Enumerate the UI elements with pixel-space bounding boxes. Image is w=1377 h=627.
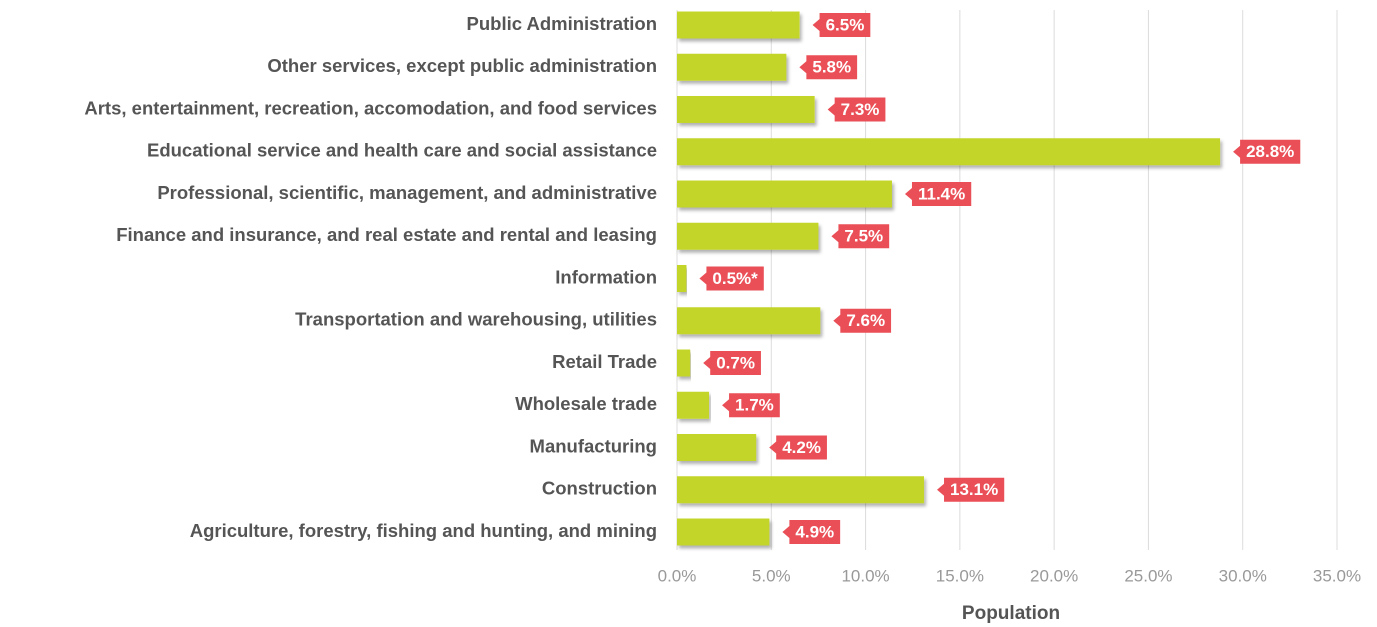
value-label-tag	[937, 477, 1005, 502]
x-tick-label: 25.0%	[1124, 566, 1172, 585]
category-label: Agriculture, forestry, fishing and hunti…	[190, 520, 657, 541]
value-label-text: 5.8%	[812, 58, 851, 77]
value-label-text: 11.4%	[918, 184, 965, 203]
value-label: 1.7%	[722, 393, 780, 418]
category-label: Public Administration	[467, 13, 658, 34]
x-axis-title: Population	[962, 603, 1060, 624]
value-label: 7.3%	[827, 97, 886, 122]
value-label: 28.8%	[1233, 139, 1301, 164]
value-label: 7.5%	[831, 224, 890, 249]
value-label: 11.4%	[904, 182, 972, 206]
bar	[677, 349, 691, 377]
category-label: Construction	[542, 478, 657, 499]
value-label: 13.1%	[937, 477, 1005, 502]
value-label-text: 28.8%	[1246, 142, 1294, 161]
value-label-tag	[699, 266, 764, 291]
value-label: 0.7%	[703, 351, 761, 375]
x-tick-label: 15.0%	[936, 566, 984, 585]
value-label-text: 7.6%	[846, 311, 885, 330]
value-label-tag	[827, 97, 886, 122]
x-tick-label: 35.0%	[1313, 566, 1361, 585]
category-label: Other services, except public administra…	[267, 55, 657, 76]
x-tick-label: 30.0%	[1219, 566, 1267, 585]
value-label: 7.6%	[833, 308, 892, 333]
value-label-text: 7.5%	[844, 227, 883, 246]
bar	[677, 53, 787, 81]
bar	[677, 391, 710, 419]
value-label-tag	[831, 224, 890, 249]
value-label-tag	[782, 520, 841, 544]
category-label: Wholesale trade	[515, 393, 657, 414]
value-label-tag	[833, 308, 892, 333]
bar	[677, 96, 815, 123]
bar	[677, 138, 1221, 166]
x-tick-label: 0.0%	[658, 566, 697, 585]
bar	[677, 307, 821, 335]
category-label: Educational service and health care and …	[147, 140, 657, 161]
bar	[677, 518, 770, 546]
category-label: Retail Trade	[552, 351, 657, 372]
value-label-tag	[799, 55, 858, 80]
value-label-text: 4.2%	[782, 438, 821, 457]
category-label: Arts, entertainment, recreation, accomod…	[84, 97, 657, 118]
bar	[677, 265, 687, 292]
value-label-text: 6.5%	[826, 15, 865, 34]
value-label-text: 0.5%*	[712, 269, 758, 288]
value-label-tag	[769, 435, 827, 460]
value-label-tag	[703, 351, 761, 375]
category-label: Information	[555, 266, 657, 287]
value-label-text: 1.7%	[735, 396, 774, 415]
value-label-tag	[904, 182, 972, 206]
value-label-text: 0.7%	[716, 353, 755, 372]
x-tick-label: 20.0%	[1030, 566, 1078, 585]
value-label: 4.2%	[769, 435, 827, 460]
value-label: 0.5%*	[699, 266, 764, 291]
category-label: Finance and insurance, and real estate a…	[116, 224, 657, 245]
value-label-text: 13.1%	[950, 480, 998, 499]
value-label-tag	[722, 393, 780, 418]
category-label: Manufacturing	[530, 435, 657, 456]
bar	[677, 434, 757, 461]
bar	[677, 11, 800, 39]
value-label-tag	[1233, 139, 1301, 164]
value-label: 5.8%	[799, 55, 858, 80]
category-label: Professional, scientific, management, an…	[157, 182, 657, 203]
value-label-tag	[812, 13, 871, 37]
value-label-text: 7.3%	[841, 100, 880, 119]
bar	[677, 476, 925, 504]
category-label: Transportation and warehousing, utilitie…	[295, 309, 657, 330]
x-tick-label: 5.0%	[752, 566, 791, 585]
bar	[677, 180, 892, 208]
bar	[677, 222, 819, 250]
x-tick-label: 10.0%	[841, 566, 889, 585]
value-label: 6.5%	[812, 13, 871, 37]
value-label-text: 4.9%	[795, 522, 834, 541]
value-label: 4.9%	[782, 520, 841, 544]
